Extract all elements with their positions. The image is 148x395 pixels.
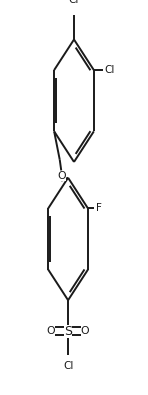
Text: O: O	[81, 326, 89, 336]
Text: O: O	[57, 171, 66, 181]
Text: F: F	[96, 203, 102, 213]
Text: Cl: Cl	[104, 65, 115, 75]
Text: Cl: Cl	[63, 361, 73, 371]
Text: Cl: Cl	[69, 0, 79, 5]
Text: S: S	[64, 325, 72, 337]
Text: O: O	[47, 326, 55, 336]
